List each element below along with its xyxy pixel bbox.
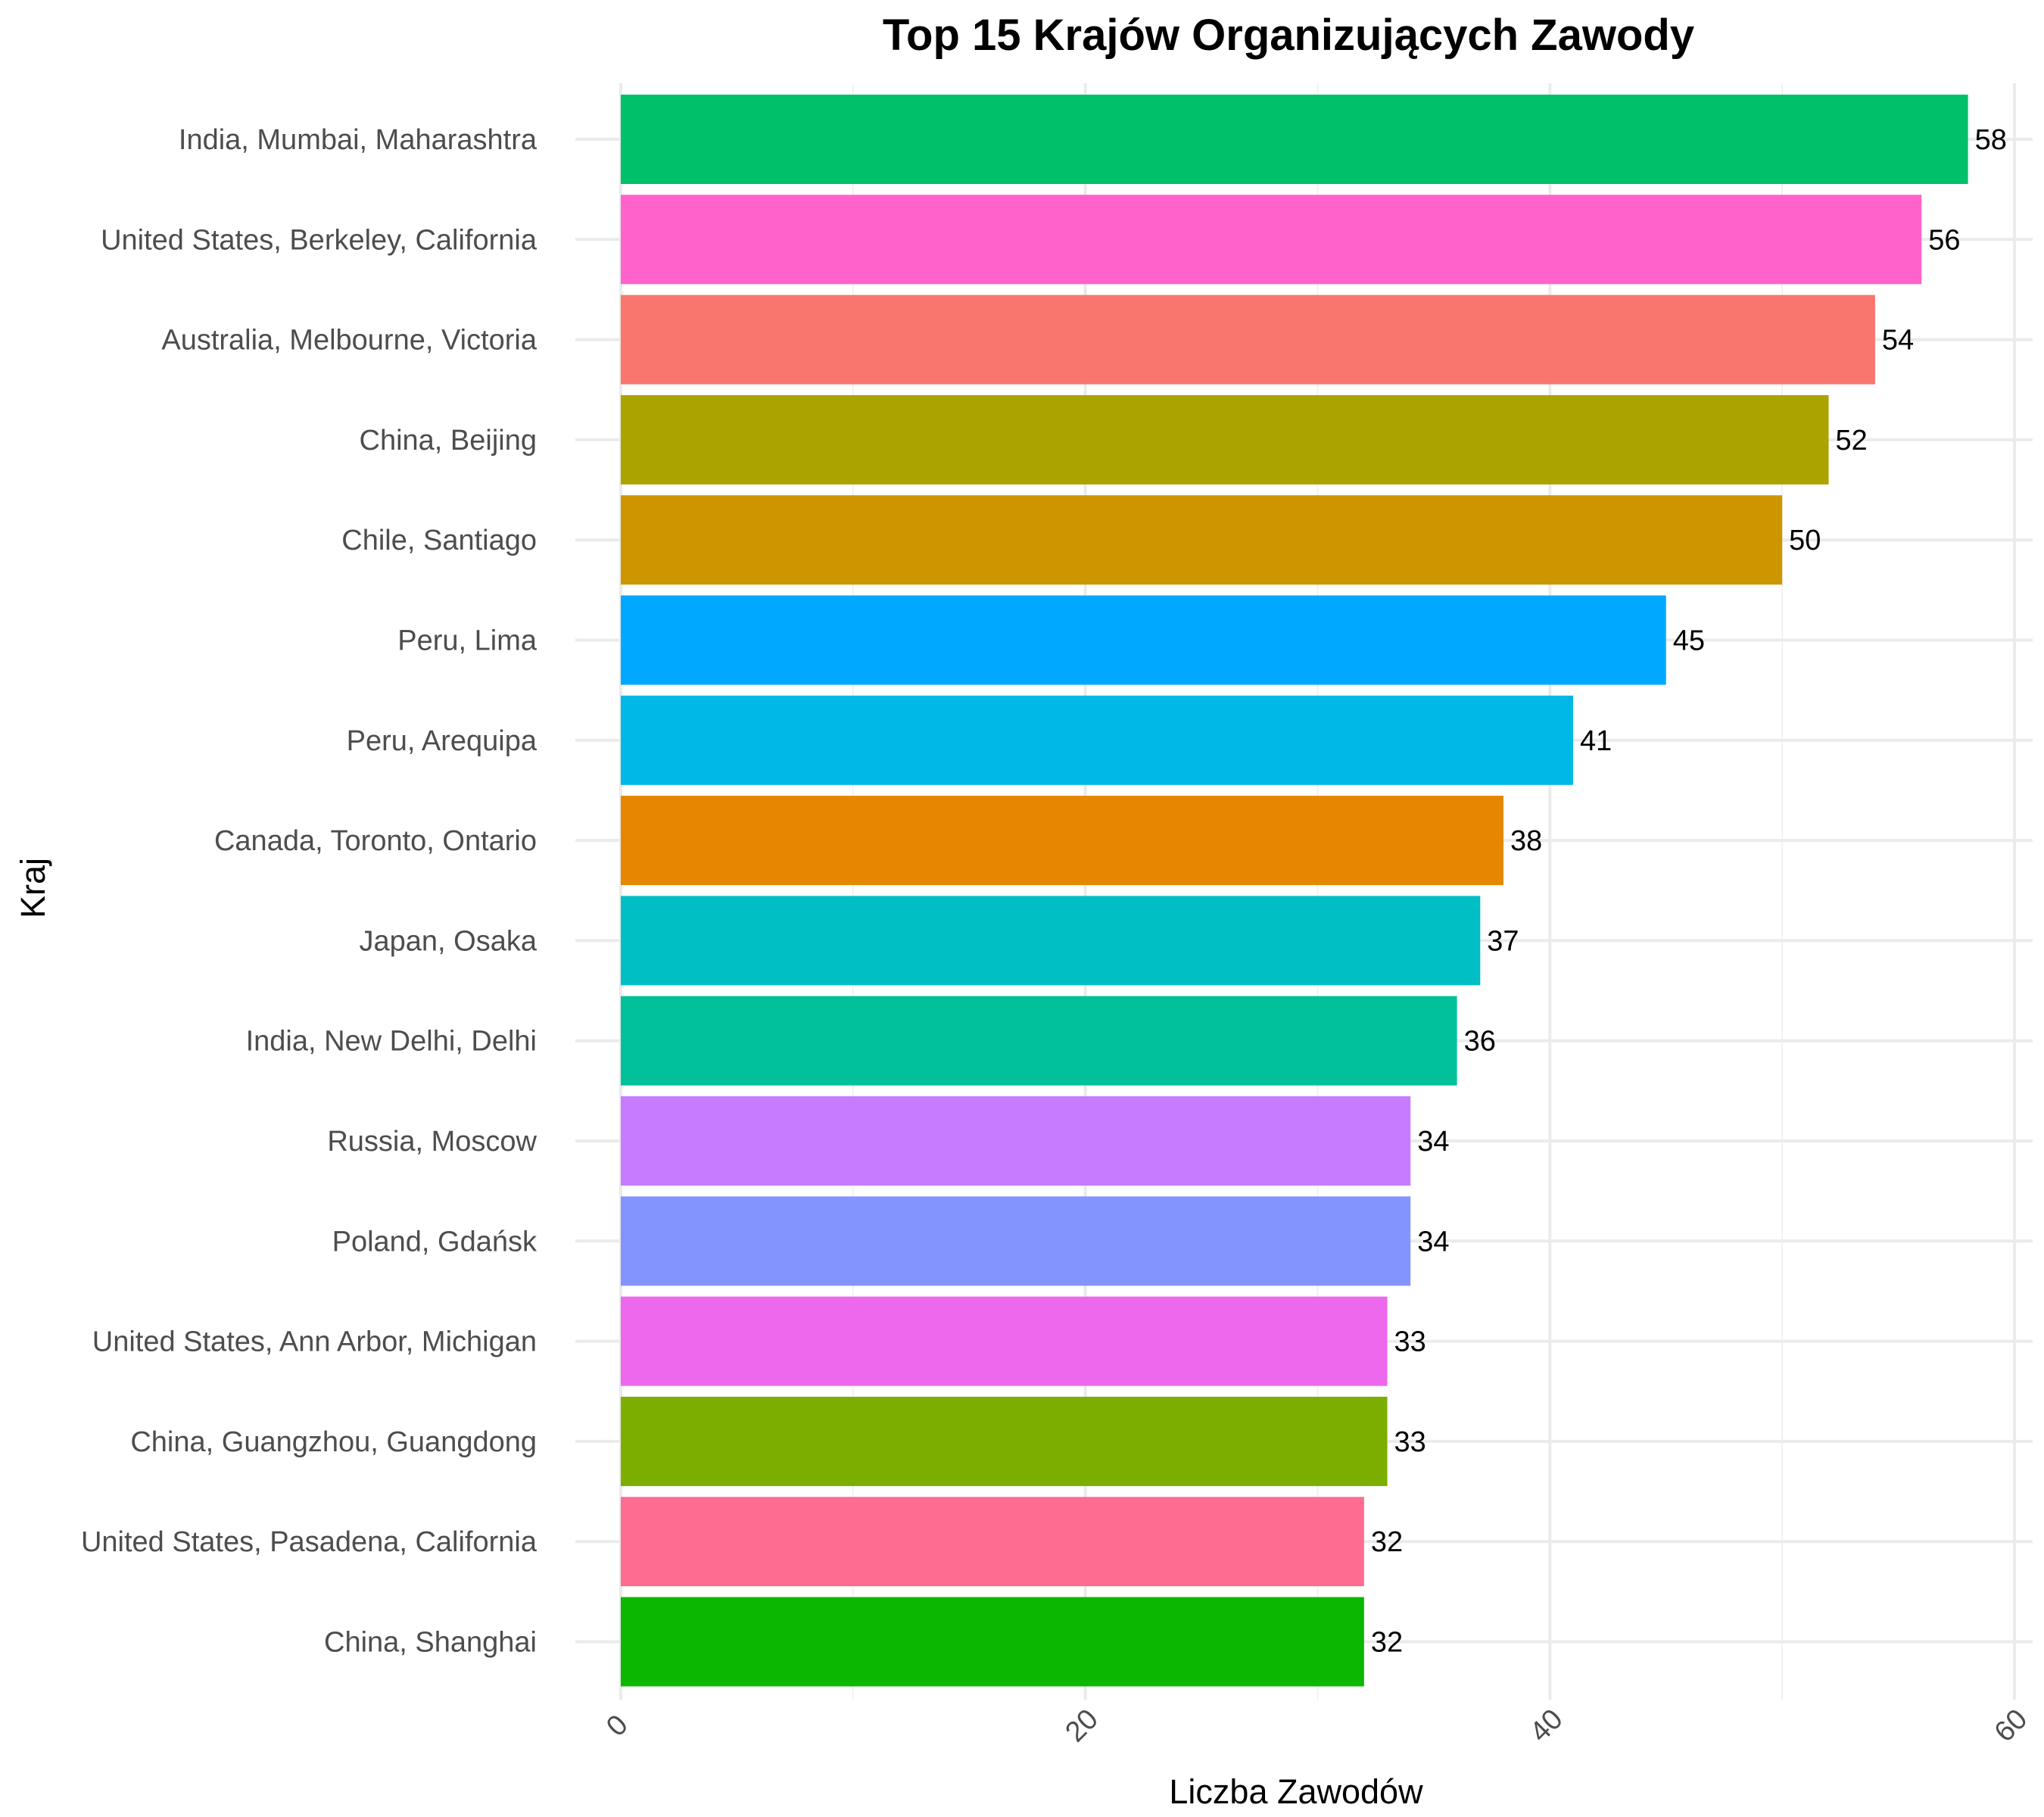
- category-label: Peru, Lima: [397, 625, 537, 657]
- value-label: 32: [1371, 1627, 1403, 1659]
- value-label: 37: [1487, 925, 1519, 957]
- bar: [621, 1196, 1411, 1286]
- bar: [621, 695, 1574, 785]
- value-label: 54: [1882, 325, 1914, 357]
- x-axis-title: Liczba Zawodów: [1169, 1772, 1423, 1811]
- bar: [621, 495, 1783, 585]
- x-tick-label: 40: [1524, 1703, 1569, 1749]
- value-labels: 58 56 54 52 50 45 41 38 37 36 34 34 33 33 32 32: [1371, 124, 2007, 1659]
- category-label: Canada, Toronto, Ontario: [214, 825, 537, 857]
- value-label: 56: [1928, 224, 1960, 256]
- category-label: United States, Pasadena, California: [81, 1526, 537, 1558]
- value-label: 41: [1580, 725, 1612, 757]
- bar: [621, 1296, 1388, 1386]
- x-tick-label: 0: [600, 1709, 634, 1743]
- chart-title: Top 15 Krajów Organizujących Zawody: [883, 11, 1694, 60]
- value-label: 33: [1394, 1426, 1426, 1458]
- y-axis-title: Kraj: [14, 858, 52, 918]
- category-label: Chile, Santiago: [341, 525, 537, 556]
- bar: [621, 394, 1829, 485]
- category-label: Russia, Moscow: [327, 1126, 537, 1158]
- category-label: China, Guangzhou, Guangdong: [130, 1426, 537, 1458]
- category-label: Japan, Osaka: [360, 925, 537, 957]
- value-label: 45: [1673, 625, 1705, 657]
- category-label: India, Mumbai, Maharashtra: [179, 124, 537, 156]
- value-label: 52: [1836, 425, 1868, 457]
- bar: [621, 1597, 1364, 1687]
- bar: [621, 595, 1666, 685]
- bar: [621, 996, 1457, 1086]
- category-label: United States, Ann Arbor, Michigan: [92, 1326, 537, 1358]
- bar: [621, 195, 1922, 285]
- value-label: 50: [1789, 525, 1821, 556]
- bars: [621, 95, 1968, 1687]
- value-label: 32: [1371, 1526, 1403, 1558]
- value-label: 58: [1975, 124, 2007, 156]
- value-label: 38: [1510, 825, 1542, 857]
- x-tick-labels: 0 20 40 60: [600, 1703, 2033, 1749]
- bar: [621, 1497, 1364, 1587]
- x-tick-label: 60: [1989, 1703, 2034, 1749]
- bar: [621, 1396, 1388, 1486]
- bar: [621, 95, 1968, 184]
- value-label: 34: [1417, 1226, 1449, 1258]
- category-label: China, Beijing: [360, 425, 537, 457]
- category-label: India, New Delhi, Delhi: [246, 1026, 537, 1058]
- bar: [621, 295, 1875, 385]
- bar: [621, 796, 1503, 886]
- category-labels: India, Mumbai, Maharashtra United States,…: [81, 124, 537, 1659]
- value-label: 33: [1394, 1326, 1426, 1358]
- category-label: Poland, Gdańsk: [332, 1226, 537, 1258]
- category-label: Australia, Melbourne, Victoria: [161, 325, 537, 357]
- value-label: 36: [1464, 1026, 1496, 1058]
- category-label: Peru, Arequipa: [347, 725, 537, 757]
- bar: [621, 896, 1481, 986]
- category-label: United States, Berkeley, California: [101, 224, 537, 256]
- value-label: 34: [1417, 1126, 1449, 1158]
- x-tick-label: 20: [1059, 1703, 1105, 1749]
- category-label: China, Shanghai: [324, 1627, 537, 1659]
- bar: [621, 1096, 1411, 1186]
